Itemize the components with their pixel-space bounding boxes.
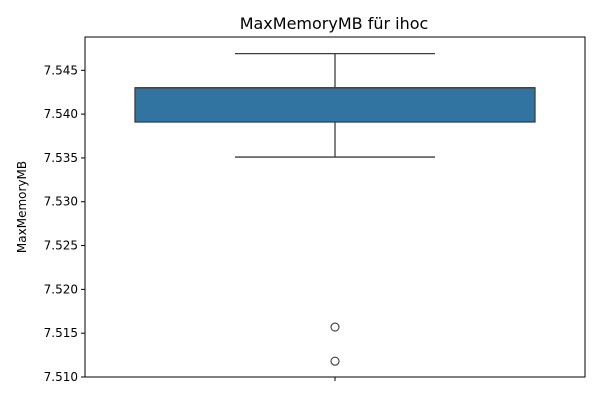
y-axis-ticks: 7.510 7.515 7.520 7.525 7.530 7.535 7.540 7.545 [44, 63, 85, 384]
y-tick-label: 7.525 [44, 239, 78, 253]
plot-marks [134, 52, 536, 366]
outlier-point [330, 356, 340, 366]
y-tick-label: 7.515 [44, 326, 78, 340]
y-tick-label: 7.545 [44, 63, 78, 77]
y-tick-label: 7.510 [44, 370, 78, 384]
y-tick-label: 7.520 [44, 282, 78, 296]
y-tick-label: 7.535 [44, 151, 78, 165]
outlier-point [330, 322, 340, 332]
plot-frame [84, 36, 586, 378]
y-axis-label: MaxMemoryMB [15, 161, 29, 253]
chart-title: MaxMemoryMB für ihoc [240, 14, 429, 33]
iqr-box [134, 87, 536, 123]
y-tick-label: 7.530 [44, 195, 78, 209]
y-tick-label: 7.540 [44, 107, 78, 121]
